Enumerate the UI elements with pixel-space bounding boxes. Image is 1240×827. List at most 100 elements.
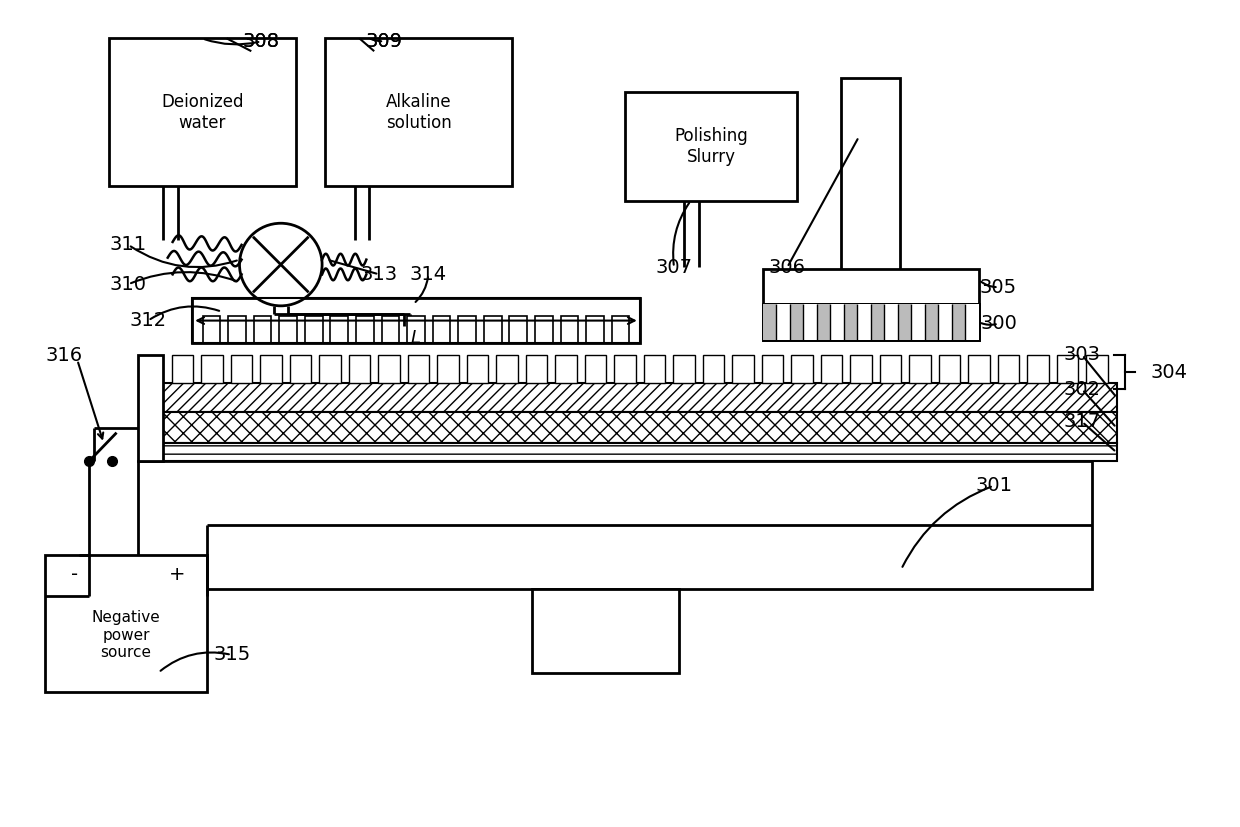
Bar [202, 316, 221, 343]
Text: 303: 303 [1064, 346, 1101, 365]
Bar [804, 304, 817, 340]
Bar [532, 589, 680, 672]
Bar [433, 316, 450, 343]
Text: 312: 312 [129, 311, 166, 330]
Text: 308: 308 [243, 32, 280, 50]
Bar [484, 316, 501, 343]
Text: Negative
power
source: Negative power source [92, 610, 160, 660]
Text: 314: 314 [409, 265, 446, 284]
Text: 307: 307 [656, 258, 693, 277]
Text: 309: 309 [366, 32, 403, 50]
Bar [408, 355, 429, 383]
Bar [1027, 355, 1049, 383]
Bar [382, 316, 399, 343]
Text: 313: 313 [361, 265, 398, 284]
Bar [790, 304, 804, 340]
Bar [162, 443, 1116, 461]
Bar [673, 355, 694, 383]
Bar [997, 355, 1019, 383]
Bar [305, 316, 322, 343]
Bar [330, 316, 348, 343]
Bar [162, 412, 1116, 443]
Bar [884, 304, 898, 340]
Text: 308: 308 [243, 32, 280, 50]
Text: Polishing
Slurry: Polishing Slurry [675, 127, 748, 166]
Bar [192, 298, 640, 343]
Bar [909, 355, 931, 383]
Bar [939, 355, 960, 383]
Bar [614, 355, 636, 383]
Bar [584, 355, 606, 383]
Bar [1086, 355, 1107, 383]
Text: 302: 302 [1064, 380, 1101, 399]
Text: L: L [410, 329, 422, 347]
Text: 301: 301 [975, 476, 1012, 495]
Bar [138, 355, 162, 461]
Text: 300: 300 [980, 314, 1017, 333]
Bar [763, 304, 978, 340]
Bar [162, 383, 1116, 412]
Bar [290, 355, 311, 383]
Bar [625, 93, 797, 201]
Bar [560, 316, 578, 343]
Bar [857, 304, 870, 340]
Text: Alkaline
solution: Alkaline solution [386, 93, 451, 131]
Bar [851, 355, 872, 383]
Text: 305: 305 [980, 278, 1017, 297]
Text: Deionized
water: Deionized water [161, 93, 243, 131]
Bar [496, 355, 518, 383]
Bar [556, 355, 577, 383]
Bar [356, 316, 373, 343]
Bar [763, 270, 978, 304]
Bar [109, 38, 295, 186]
Bar [279, 316, 298, 343]
Text: 304: 304 [1151, 363, 1188, 382]
Bar [459, 316, 476, 343]
Bar [526, 355, 547, 383]
Bar [966, 304, 978, 340]
Text: 306: 306 [769, 258, 806, 277]
Bar [438, 355, 459, 383]
Bar [761, 355, 784, 383]
Bar [260, 355, 281, 383]
Bar [192, 298, 640, 343]
Text: 315: 315 [213, 645, 250, 664]
Bar [534, 316, 553, 343]
Bar [319, 355, 341, 383]
Bar [763, 304, 776, 340]
Bar [325, 38, 512, 186]
Bar [911, 304, 925, 340]
Bar [611, 316, 630, 343]
Text: -: - [71, 565, 78, 584]
Bar [201, 355, 223, 383]
Bar [644, 355, 665, 383]
Bar [843, 304, 857, 340]
Bar [939, 304, 952, 340]
Bar [968, 355, 990, 383]
Text: +: + [170, 565, 186, 584]
Bar [703, 355, 724, 383]
Bar [1056, 355, 1078, 383]
Bar [898, 304, 911, 340]
Bar [763, 304, 978, 340]
Bar [925, 304, 939, 340]
Bar [952, 304, 966, 340]
Bar [138, 461, 1092, 589]
Text: 311: 311 [110, 236, 148, 255]
Bar [510, 316, 527, 343]
Text: 316: 316 [46, 347, 83, 366]
Bar [732, 355, 754, 383]
Bar [870, 304, 884, 340]
Text: 310: 310 [110, 275, 146, 294]
Bar [231, 355, 252, 383]
Bar [228, 316, 246, 343]
Bar [817, 304, 830, 340]
Bar [587, 316, 604, 343]
Bar [466, 355, 489, 383]
Text: 317: 317 [1064, 413, 1101, 432]
Bar [830, 304, 843, 340]
Bar [776, 304, 790, 340]
Bar [841, 78, 900, 275]
Bar [791, 355, 812, 383]
Text: 309: 309 [366, 32, 403, 50]
